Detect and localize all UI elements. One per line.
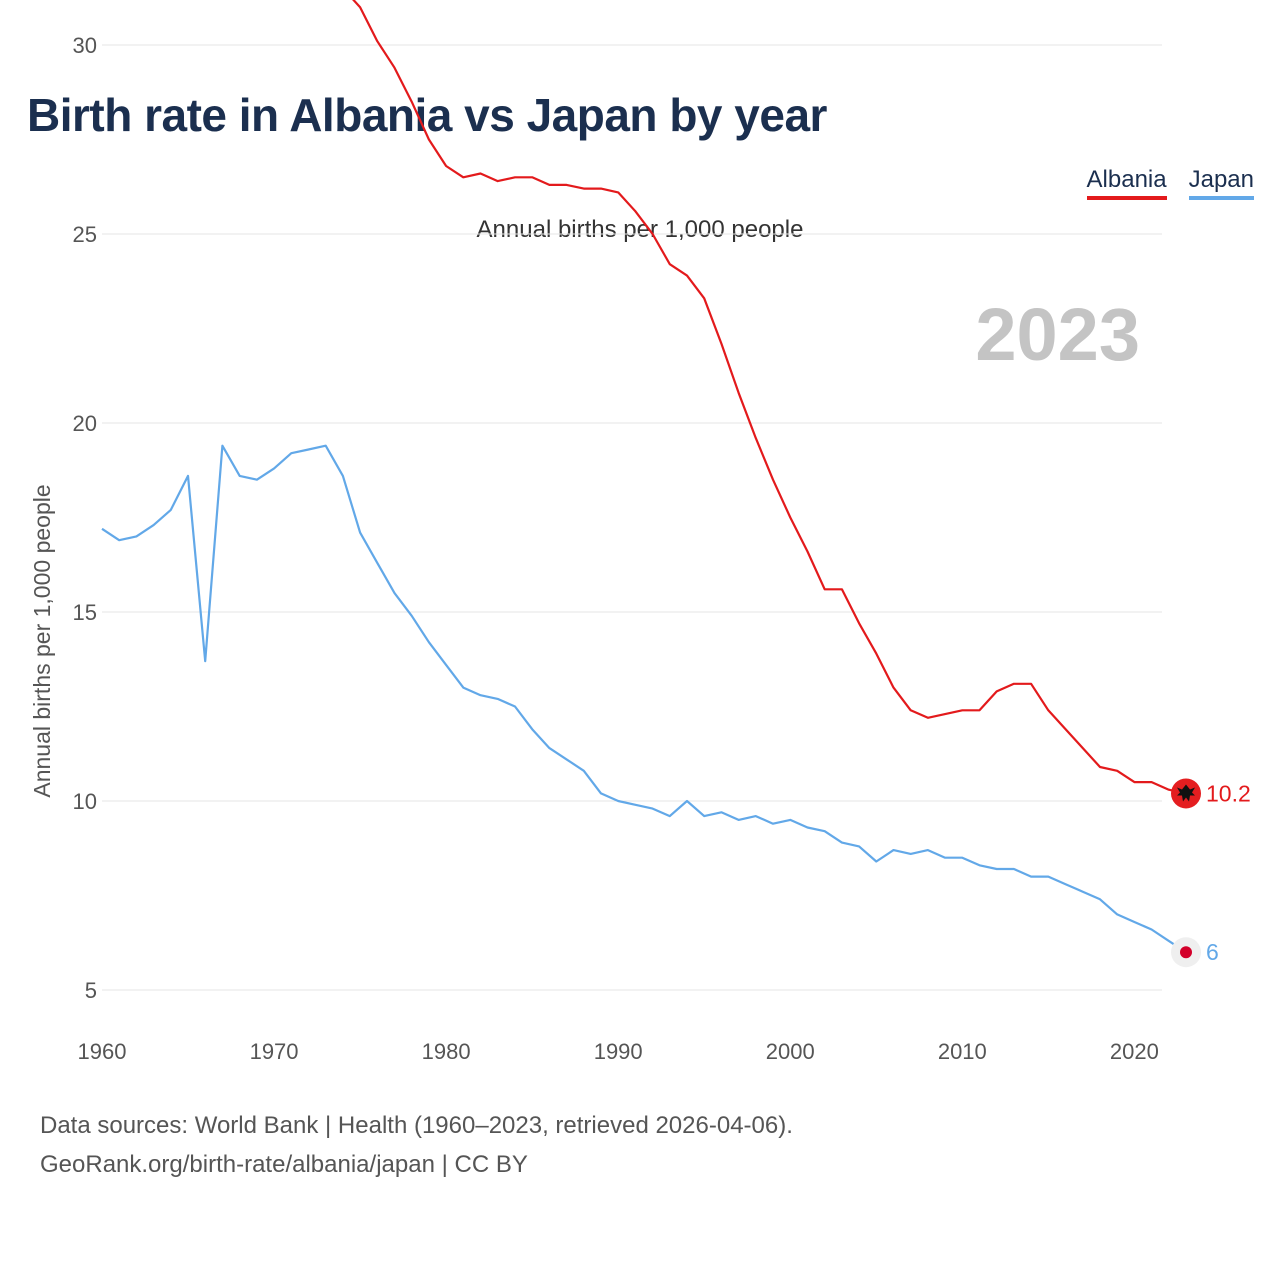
source-line: Data sources: World Bank | Health (1960–… xyxy=(40,1112,793,1139)
x-tick-label: 1980 xyxy=(422,1039,471,1064)
y-tick-label: 5 xyxy=(85,978,97,1003)
x-axis-ticks: 1960 1970 1980 1990 2000 2010 2020 xyxy=(78,1039,1159,1064)
source-link[interactable]: GeoRank.org/birth-rate/albania/japan | C… xyxy=(40,1151,528,1178)
series-endpoints: 10.26 xyxy=(1171,778,1251,968)
end-value-label-japan: 6 xyxy=(1206,939,1219,965)
x-tick-label: 2020 xyxy=(1110,1039,1159,1064)
chart-title: Birth rate in Albania vs Japan by year xyxy=(27,89,827,141)
series-line-albania[interactable] xyxy=(102,0,1187,795)
y-axis-ticks: 510152025303540 xyxy=(73,33,97,1003)
x-tick-label: 1970 xyxy=(250,1039,299,1064)
y-tick-label: 10 xyxy=(73,789,97,814)
japan-flag-icon xyxy=(1171,937,1201,968)
y-tick-label: 20 xyxy=(73,411,97,436)
albania-flag-icon xyxy=(1171,778,1201,809)
y-tick-label: 25 xyxy=(73,222,97,247)
chart-subtitle: Annual births per 1,000 people xyxy=(476,216,804,243)
line-chart: 2023 510152025303540 1960197019801990200… xyxy=(29,0,1251,1064)
legend: Albania Japan xyxy=(1086,166,1254,200)
series-line-japan[interactable] xyxy=(101,444,1187,954)
y-tick-label: 15 xyxy=(73,600,97,625)
year-watermark: 2023 xyxy=(975,293,1140,376)
x-tick-label: 2000 xyxy=(766,1039,815,1064)
legend-item-japan[interactable]: Japan xyxy=(1188,166,1254,200)
x-tick-label: 1990 xyxy=(594,1039,643,1064)
x-tick-label: 1960 xyxy=(78,1039,127,1064)
y-axis-label: Annual births per 1,000 people xyxy=(29,484,55,797)
y-tick-label: 30 xyxy=(73,33,97,58)
series-lines xyxy=(101,0,1187,954)
end-value-label-albania: 10.2 xyxy=(1206,780,1251,806)
legend-item-albania[interactable]: Albania xyxy=(1086,166,1167,200)
gridlines xyxy=(102,44,1162,991)
source-note: Data sources: World Bank | Health (1960–… xyxy=(40,1106,793,1184)
x-tick-label: 2010 xyxy=(938,1039,987,1064)
